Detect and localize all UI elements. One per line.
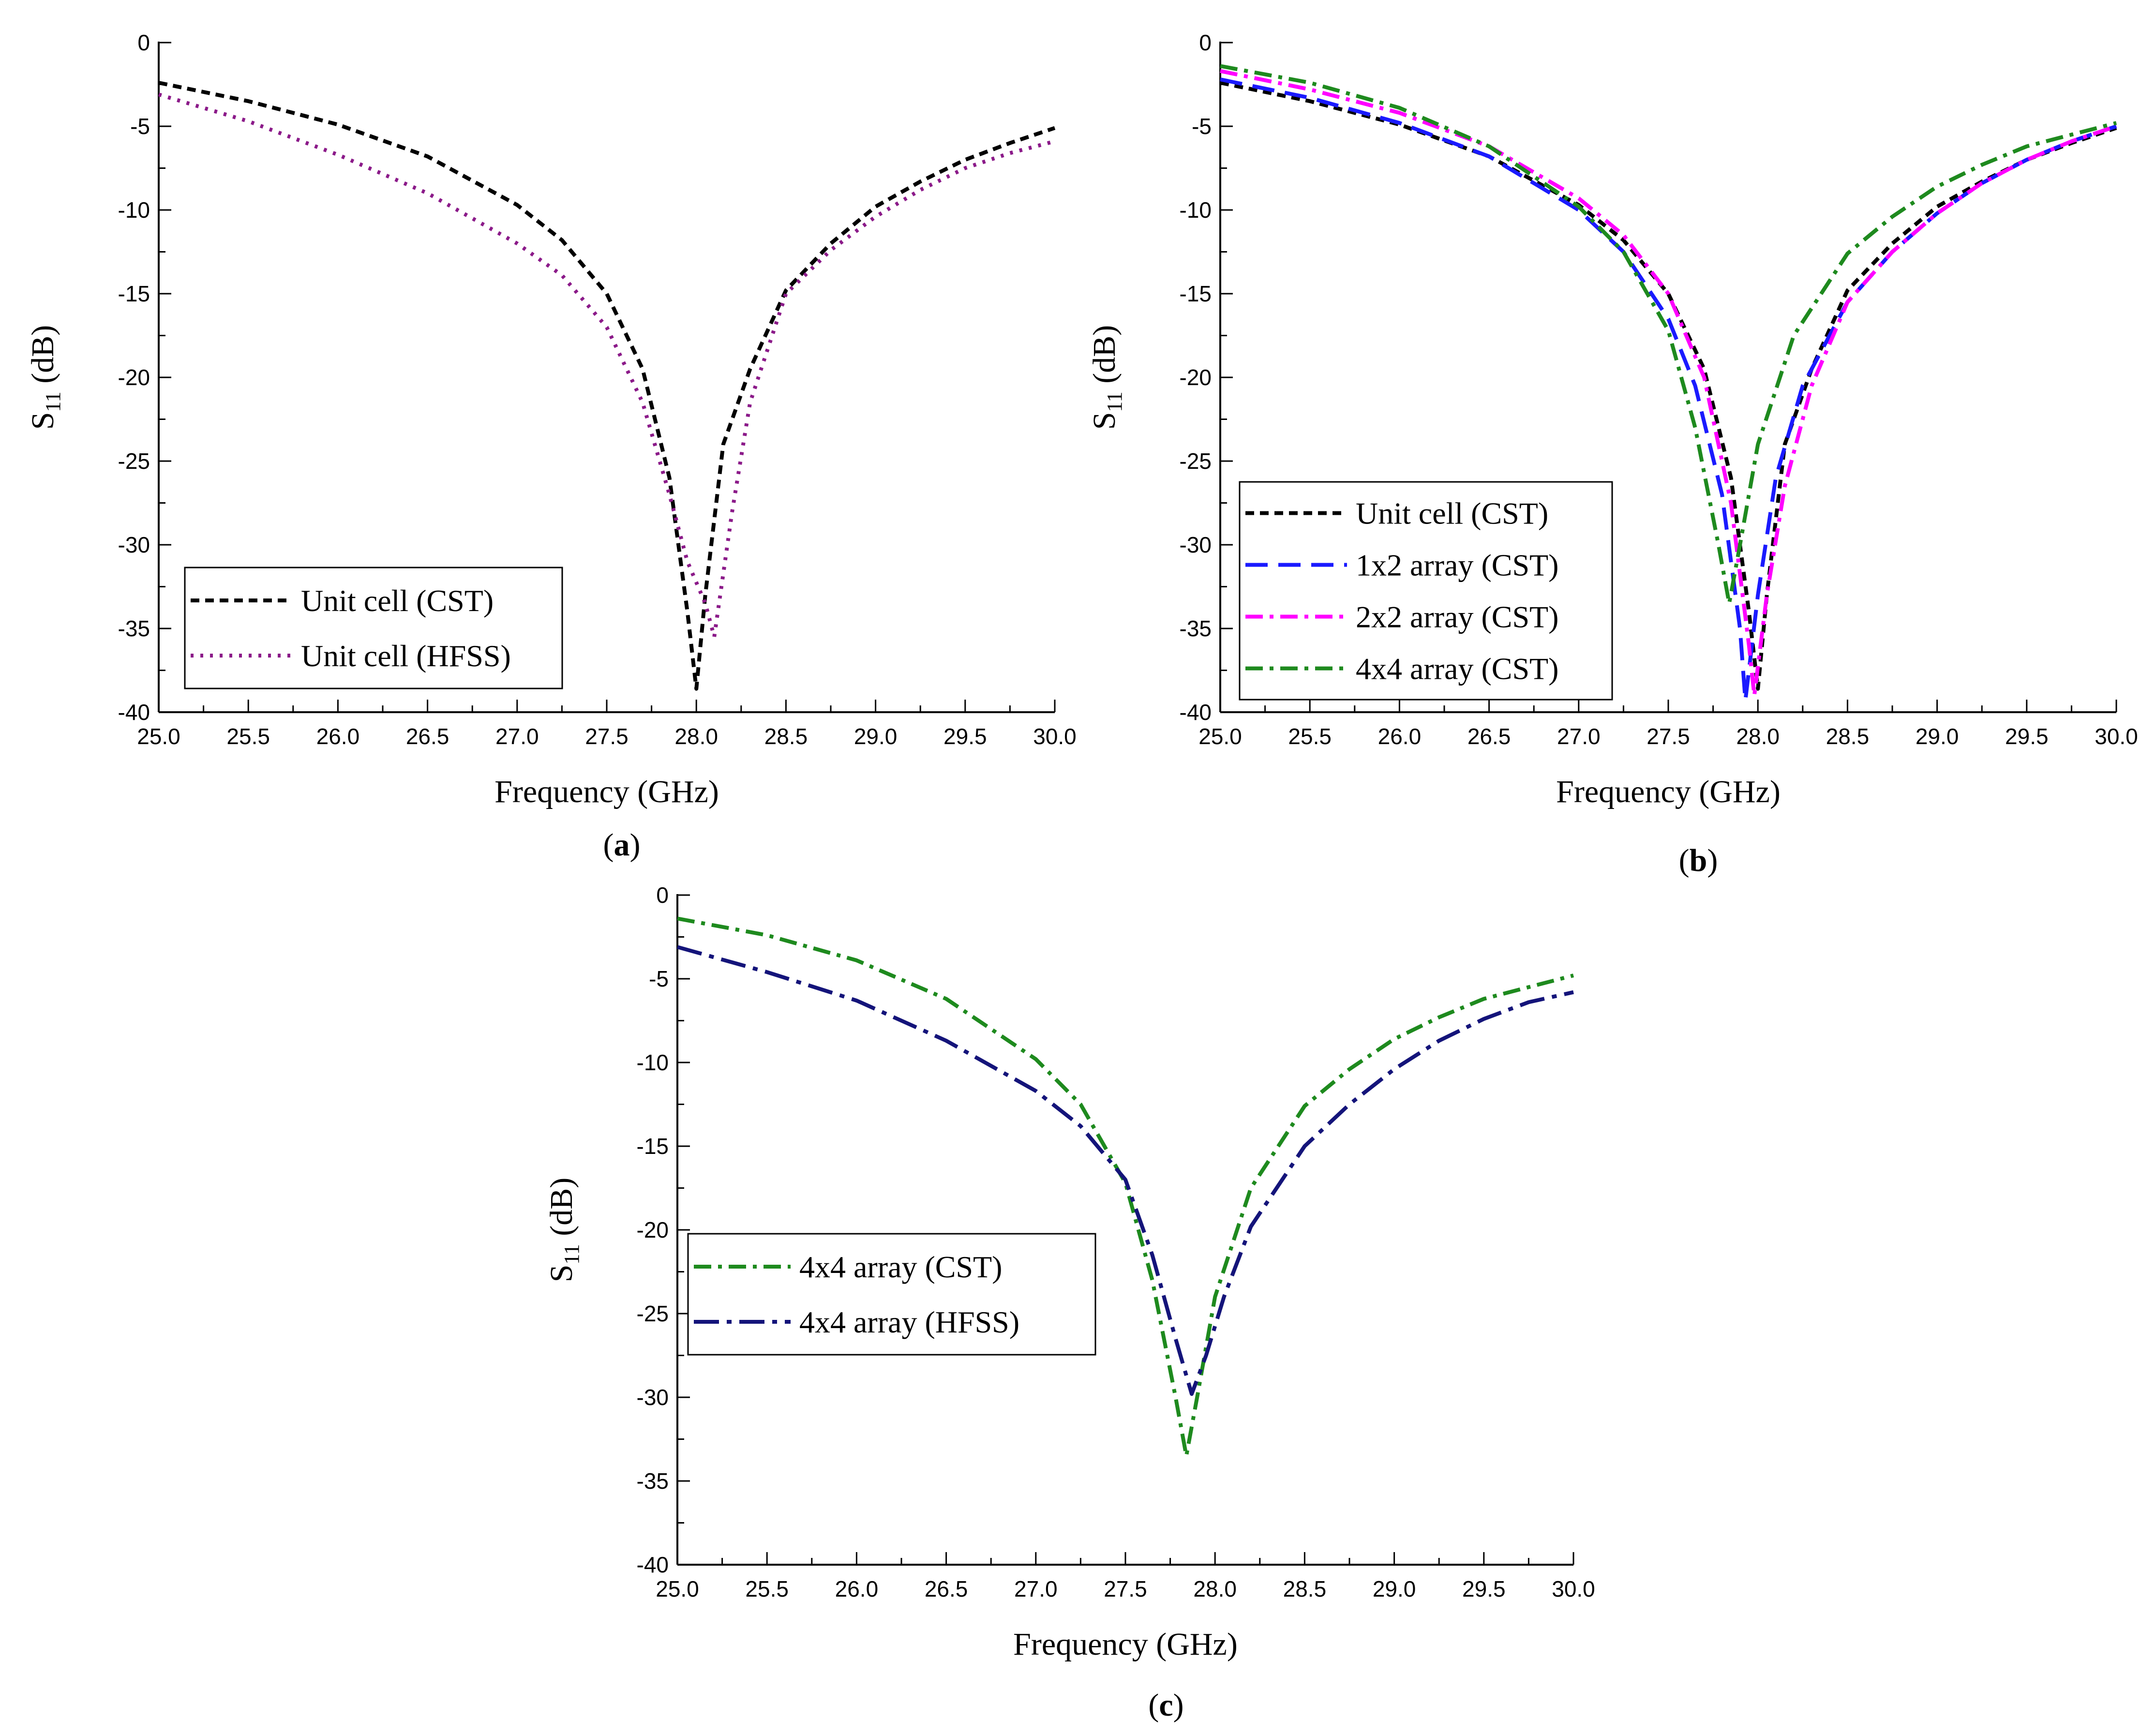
panel-label-b: (b) <box>1679 843 1718 878</box>
x-tick-label: 29.5 <box>2005 724 2049 749</box>
y-tick-label: -25 <box>637 1301 669 1326</box>
x-tick-label: 25.0 <box>137 724 180 749</box>
legend-label: Unit cell (HFSS) <box>301 639 511 673</box>
legend: Unit cell (CST) 1x2 array (CST) 2x2 array … <box>1239 481 1613 701</box>
x-tick-label: 27.5 <box>1647 724 1690 749</box>
y-tick-label: 0 <box>656 882 669 908</box>
legend: Unit cell (CST) Unit cell (HFSS) <box>184 567 563 689</box>
x-tick-label: 28.0 <box>1193 1576 1237 1601</box>
x-tick-label: 25.0 <box>1198 724 1242 749</box>
x-tick-label: 26.0 <box>1378 724 1422 749</box>
y-axis-title: S11 (dB) <box>1087 325 1126 430</box>
x-tick-label: 27.0 <box>1557 724 1601 749</box>
legend-box <box>687 1233 1096 1356</box>
legend-box <box>1239 481 1613 701</box>
y-tick-label: -25 <box>118 449 150 474</box>
y-tick-label: 0 <box>137 30 150 55</box>
x-tick-label: 26.5 <box>925 1576 968 1601</box>
series-line-1 <box>1220 77 2117 703</box>
y-axis-title: S11 (dB) <box>544 1178 584 1283</box>
y-tick-label: -15 <box>1180 281 1212 306</box>
y-tick-label: -20 <box>1180 365 1212 390</box>
y-tick-label: -5 <box>130 114 150 139</box>
y-tick-label: -30 <box>118 532 150 557</box>
y-tick-label: -35 <box>1180 616 1212 641</box>
x-tick-label: 29.0 <box>1373 1576 1416 1601</box>
y-tick-label: -20 <box>637 1217 669 1242</box>
x-tick-label: 25.5 <box>745 1576 789 1601</box>
x-tick-label: 30.0 <box>1033 724 1077 749</box>
panel-label-a: (a) <box>603 827 641 863</box>
legend-label: 2x2 array (CST) <box>1356 600 1558 634</box>
x-tick-label: 29.0 <box>854 724 898 749</box>
x-tick-label: 29.5 <box>1462 1576 1506 1601</box>
y-tick-label: -10 <box>637 1050 669 1075</box>
y-tick-label: -10 <box>118 197 150 223</box>
legend-label: 1x2 array (CST) <box>1356 548 1558 583</box>
legend-label: 4x4 array (CST) <box>799 1250 1002 1284</box>
y-tick-label: -35 <box>637 1468 669 1494</box>
x-axis-title: Frequency (GHz) <box>494 774 719 809</box>
x-axis-title: Frequency (GHz) <box>1556 774 1781 809</box>
legend-label: Unit cell (CST) <box>301 583 494 618</box>
x-tick-label: 28.5 <box>1826 724 1870 749</box>
x-tick-label: 25.5 <box>1288 724 1332 749</box>
y-tick-label: -35 <box>118 616 150 641</box>
y-tick-label: -40 <box>1180 700 1212 725</box>
legend-label: 4x4 array (HFSS) <box>799 1305 1019 1339</box>
chart-panel-c: 25.0 25.5 26.0 26.5 27.0 27.5 28.0 28.5 29.0 29.5… <box>544 882 1595 1662</box>
x-tick-label: 26.0 <box>835 1576 879 1601</box>
series-line-0 <box>158 81 1056 691</box>
x-tick-label: 28.0 <box>674 724 718 749</box>
x-tick-label: 26.5 <box>406 724 449 749</box>
x-tick-label: 27.5 <box>585 724 629 749</box>
x-tick-label: 29.5 <box>943 724 987 749</box>
x-tick-label: 29.0 <box>1916 724 1959 749</box>
x-tick-label: 26.5 <box>1467 724 1511 749</box>
x-tick-label: 28.0 <box>1736 724 1780 749</box>
y-tick-label: -30 <box>1180 532 1212 557</box>
y-tick-label: -25 <box>1180 449 1212 474</box>
series-line-2 <box>1220 69 2117 698</box>
x-tick-label: 27.5 <box>1104 1576 1147 1601</box>
x-tick-label: 26.0 <box>316 724 360 749</box>
y-tick-label: -15 <box>118 281 150 306</box>
x-axis-title: Frequency (GHz) <box>1013 1627 1238 1662</box>
y-tick-label: -15 <box>637 1134 669 1159</box>
x-tick-label: 30.0 <box>1552 1576 1595 1601</box>
legend-label: Unit cell (CST) <box>1356 496 1548 531</box>
chart-panel-a: 25.0 25.5 26.0 26.5 27.0 27.5 28.0 28.5 29.0 29.5… <box>25 30 1077 809</box>
series-line-3 <box>1220 64 2117 606</box>
y-tick-label: -30 <box>637 1385 669 1410</box>
y-axis-title: S11 (dB) <box>25 325 65 430</box>
legend-box <box>184 567 563 689</box>
series-line-0 <box>677 916 1574 1458</box>
chart-panel-b: 25.0 25.5 26.0 26.5 27.0 27.5 28.0 28.5 29.0 29.5… <box>1087 30 2138 809</box>
x-tick-label: 28.5 <box>764 724 808 749</box>
legend: 4x4 array (CST) 4x4 array (HFSS) <box>687 1233 1096 1356</box>
y-tick-label: -5 <box>1192 114 1212 139</box>
legend-label: 4x4 array (CST) <box>1356 652 1558 686</box>
panel-label-c: (c) <box>1148 1688 1183 1723</box>
x-tick-label: 25.5 <box>226 724 270 749</box>
x-tick-label: 27.0 <box>495 724 539 749</box>
y-tick-label: -40 <box>118 700 150 725</box>
x-tick-label: 27.0 <box>1014 1576 1058 1601</box>
y-tick-label: 0 <box>1199 30 1212 55</box>
y-tick-label: -40 <box>637 1552 669 1577</box>
x-tick-label: 25.0 <box>656 1576 699 1601</box>
y-tick-label: -20 <box>118 365 150 390</box>
series-line-1 <box>158 92 1056 639</box>
y-tick-label: -5 <box>649 966 669 991</box>
x-tick-label: 30.0 <box>2095 724 2138 749</box>
y-tick-label: -10 <box>1180 197 1212 223</box>
x-tick-label: 28.5 <box>1283 1576 1327 1601</box>
